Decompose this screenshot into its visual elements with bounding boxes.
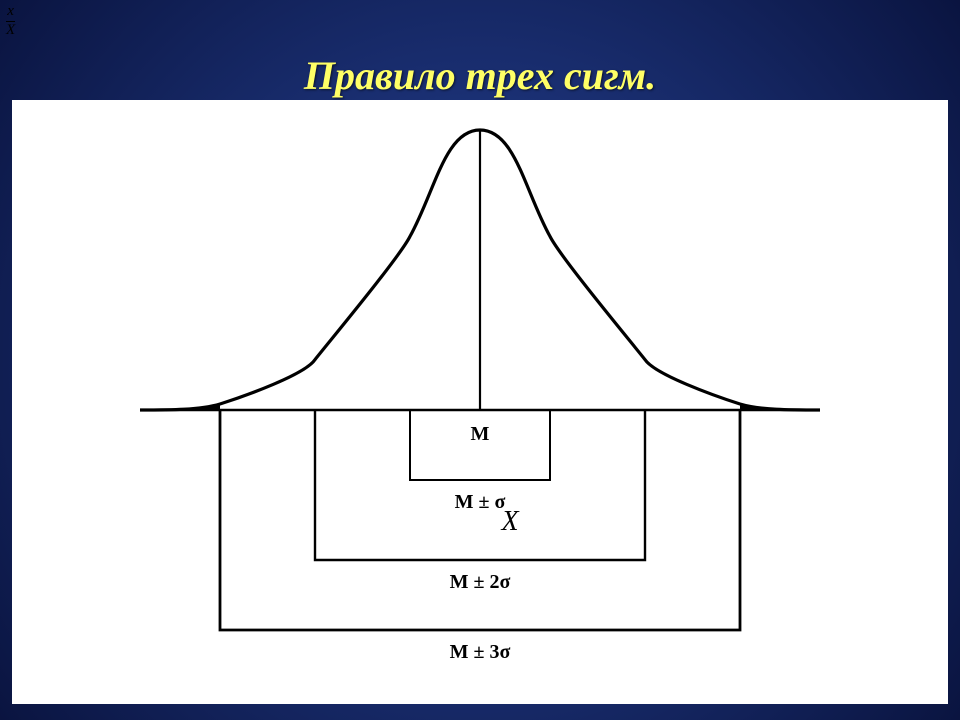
formula-numerator: x [7, 3, 14, 19]
slide: x X Правило трех сигм. MM ± σXM ± 2σM ± … [0, 0, 960, 720]
label-1sigma: M ± σ [455, 491, 506, 513]
corner-formula: x X [6, 4, 15, 39]
three-sigma-diagram: M M ± σX M ± 2σ M ± 3σ [120, 110, 840, 670]
label-3sigma: M ± 3σ [450, 641, 511, 663]
label-X: X [500, 506, 519, 537]
diagram-svg: M M ± σX M ± 2σ M ± 3σ [120, 110, 840, 670]
label-M: M [471, 423, 490, 445]
sigma-bracket-1 [410, 410, 550, 480]
content-card: M M ± σX M ± 2σ M ± 3σ [12, 100, 948, 704]
slide-title: Правило трех сигм. [0, 52, 960, 99]
formula-denominator: X [6, 21, 15, 39]
label-2sigma: M ± 2σ [450, 571, 511, 593]
